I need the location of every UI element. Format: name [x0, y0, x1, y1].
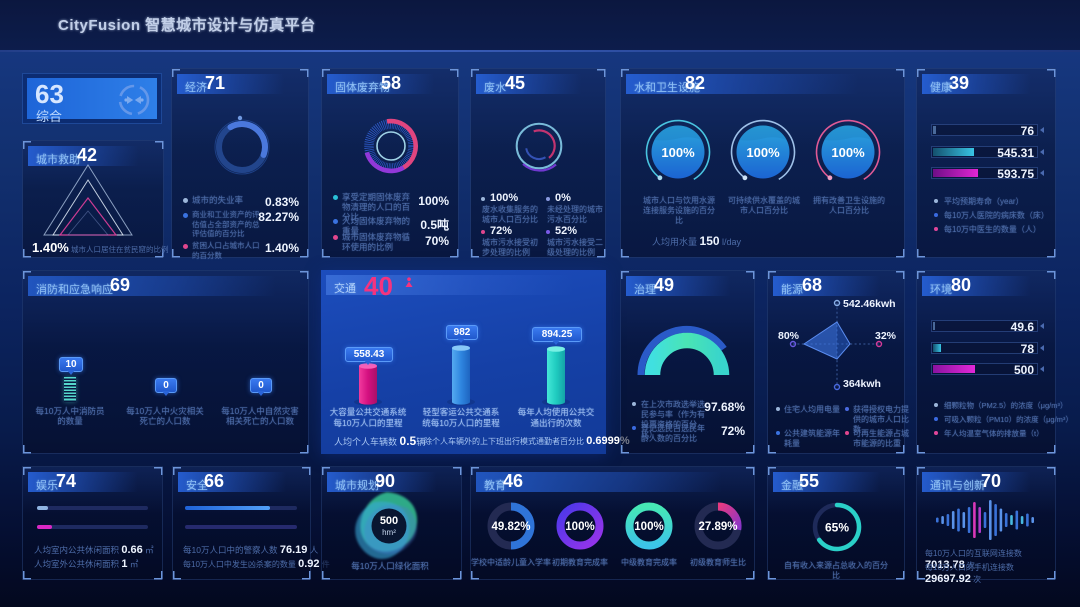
svg-text:49.82%: 49.82%	[491, 521, 530, 533]
svg-text:100%: 100%	[746, 145, 780, 160]
svg-text:hm²: hm²	[382, 528, 396, 537]
svg-text:100%: 100%	[634, 521, 663, 533]
svg-text:500: 500	[380, 515, 398, 527]
svg-text:27.89%: 27.89%	[698, 521, 737, 533]
svg-text:65%: 65%	[825, 521, 849, 535]
svg-text:100%: 100%	[565, 521, 594, 533]
svg-text:100%: 100%	[661, 145, 695, 160]
svg-text:100%: 100%	[831, 145, 865, 160]
